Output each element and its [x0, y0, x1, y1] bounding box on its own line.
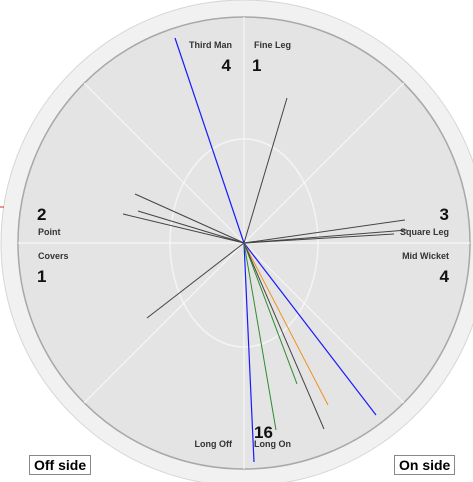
zone-count-mid-wicket: 4 [440, 267, 450, 286]
off-side-label: Off side [29, 455, 92, 475]
zone-label-fine-leg: Fine Leg [254, 40, 291, 50]
zone-count-point: 2 [37, 205, 46, 224]
zone-count-third-man: 4 [222, 56, 232, 75]
on-side-label: On side [394, 455, 456, 475]
shot-line-single [243, 97, 288, 244]
zone-label-long-off: Long Off [195, 439, 233, 449]
shot-line-single [243, 233, 395, 244]
shot-line-single [134, 193, 245, 244]
shot-line-single [122, 213, 245, 244]
sector-divider [243, 82, 405, 244]
shot-line-four [243, 242, 255, 463]
zone-count-long-on: 16 [254, 423, 273, 442]
sector-divider [83, 82, 245, 244]
shot-line-four [174, 37, 245, 244]
sector-dividers [18, 17, 470, 469]
shot-line-three [243, 242, 329, 406]
shot-line-two [243, 242, 277, 431]
zone-label-square-leg: Square Leg [400, 227, 449, 237]
zone-count-square-leg: 3 [440, 205, 449, 224]
shot-lines [122, 37, 408, 463]
zone-label-covers: Covers [38, 251, 69, 261]
shot-line-single [137, 210, 245, 244]
shot-line-two [243, 242, 298, 385]
shot-line-single [243, 242, 325, 430]
zone-label-third-man: Third Man [189, 40, 232, 50]
zone-label-long-on: Long On [254, 439, 291, 449]
zone-count-covers: 1 [37, 267, 46, 286]
shot-line-single [146, 242, 245, 319]
sector-divider [243, 242, 405, 404]
zone-count-fine-leg: 1 [252, 56, 261, 75]
shot-line-single [243, 229, 408, 244]
zone-label-mid-wicket: Mid Wicket [402, 251, 449, 261]
sector-divider [83, 242, 245, 404]
shot-line-single [243, 219, 406, 244]
shot-line-four [243, 242, 377, 416]
zone-label-point: Point [38, 227, 61, 237]
